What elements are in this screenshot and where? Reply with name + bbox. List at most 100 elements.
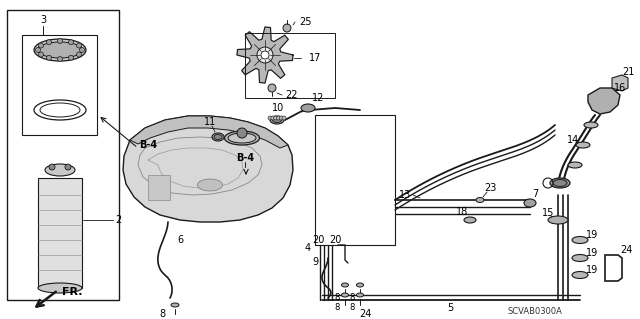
Text: 24: 24 xyxy=(620,245,632,255)
Circle shape xyxy=(58,39,63,43)
Ellipse shape xyxy=(553,180,567,187)
Circle shape xyxy=(261,51,269,59)
Bar xyxy=(7,10,119,300)
Ellipse shape xyxy=(34,100,86,120)
Circle shape xyxy=(279,116,283,120)
Text: 13: 13 xyxy=(399,190,411,200)
Text: 20: 20 xyxy=(312,235,324,245)
Circle shape xyxy=(49,164,55,170)
Circle shape xyxy=(68,55,74,60)
Text: 21: 21 xyxy=(622,67,634,77)
Ellipse shape xyxy=(342,283,349,287)
Bar xyxy=(315,115,395,245)
Text: 19: 19 xyxy=(586,265,598,275)
Circle shape xyxy=(58,56,63,62)
Ellipse shape xyxy=(214,135,222,139)
Circle shape xyxy=(268,84,276,92)
Ellipse shape xyxy=(584,122,598,128)
Text: 8: 8 xyxy=(334,293,340,301)
Ellipse shape xyxy=(198,179,223,191)
Text: 19: 19 xyxy=(586,230,598,240)
Ellipse shape xyxy=(572,236,588,243)
Text: 7: 7 xyxy=(532,189,538,199)
Text: 8: 8 xyxy=(349,302,355,311)
Text: 2: 2 xyxy=(115,215,121,225)
Ellipse shape xyxy=(38,283,82,293)
Circle shape xyxy=(257,47,273,63)
Bar xyxy=(38,178,82,288)
Text: 22: 22 xyxy=(285,90,298,100)
Text: 9: 9 xyxy=(312,257,318,267)
Circle shape xyxy=(79,48,84,53)
Ellipse shape xyxy=(212,133,224,141)
Polygon shape xyxy=(123,116,293,222)
Ellipse shape xyxy=(572,255,588,262)
Text: 11: 11 xyxy=(204,117,216,127)
Ellipse shape xyxy=(40,103,80,117)
Ellipse shape xyxy=(356,283,364,287)
Circle shape xyxy=(237,128,247,138)
Circle shape xyxy=(65,164,71,170)
Ellipse shape xyxy=(38,42,82,58)
Text: FR.: FR. xyxy=(61,287,83,297)
Ellipse shape xyxy=(45,164,75,176)
Text: 15: 15 xyxy=(542,208,554,218)
Ellipse shape xyxy=(572,271,588,278)
Circle shape xyxy=(38,43,44,48)
Polygon shape xyxy=(148,175,170,200)
Circle shape xyxy=(77,43,81,48)
Circle shape xyxy=(38,52,44,57)
Text: 12: 12 xyxy=(312,93,324,103)
Text: 8: 8 xyxy=(334,302,340,311)
Ellipse shape xyxy=(550,178,570,188)
Ellipse shape xyxy=(342,293,349,297)
Text: 19: 19 xyxy=(586,248,598,258)
Circle shape xyxy=(276,116,280,120)
Text: 8: 8 xyxy=(349,293,355,301)
Text: 10: 10 xyxy=(272,103,284,113)
Circle shape xyxy=(271,116,275,120)
Text: 6: 6 xyxy=(177,235,183,245)
Text: B-4: B-4 xyxy=(139,140,157,150)
Ellipse shape xyxy=(301,104,315,112)
Ellipse shape xyxy=(568,162,582,168)
Ellipse shape xyxy=(225,131,259,145)
Text: 24: 24 xyxy=(359,309,371,319)
Ellipse shape xyxy=(524,199,536,207)
Ellipse shape xyxy=(228,133,256,143)
Text: B-4: B-4 xyxy=(236,153,254,163)
Text: 23: 23 xyxy=(484,183,496,193)
Text: 25: 25 xyxy=(299,17,311,27)
Ellipse shape xyxy=(34,39,86,61)
Bar xyxy=(245,33,335,98)
Circle shape xyxy=(47,40,51,45)
Text: 14: 14 xyxy=(567,135,579,145)
Polygon shape xyxy=(237,27,293,83)
Polygon shape xyxy=(130,116,288,148)
Circle shape xyxy=(282,116,286,120)
Circle shape xyxy=(274,116,278,120)
Ellipse shape xyxy=(548,216,568,224)
Circle shape xyxy=(268,116,272,120)
Ellipse shape xyxy=(576,142,590,148)
Text: SCVAB0300A: SCVAB0300A xyxy=(508,308,563,316)
Circle shape xyxy=(77,52,81,57)
Ellipse shape xyxy=(273,117,282,122)
Ellipse shape xyxy=(171,303,179,307)
Bar xyxy=(22,35,97,135)
Ellipse shape xyxy=(464,217,476,223)
Circle shape xyxy=(68,40,74,45)
Circle shape xyxy=(35,48,40,53)
Text: 16: 16 xyxy=(614,83,626,93)
Polygon shape xyxy=(612,75,628,91)
Ellipse shape xyxy=(270,116,284,124)
Text: 20: 20 xyxy=(329,235,341,245)
Polygon shape xyxy=(588,88,620,114)
Text: 4: 4 xyxy=(305,243,311,253)
Circle shape xyxy=(283,24,291,32)
Text: 17: 17 xyxy=(309,53,321,63)
Ellipse shape xyxy=(476,197,484,203)
Text: 8: 8 xyxy=(159,309,165,319)
Text: 18: 18 xyxy=(456,207,468,217)
Ellipse shape xyxy=(356,293,364,297)
